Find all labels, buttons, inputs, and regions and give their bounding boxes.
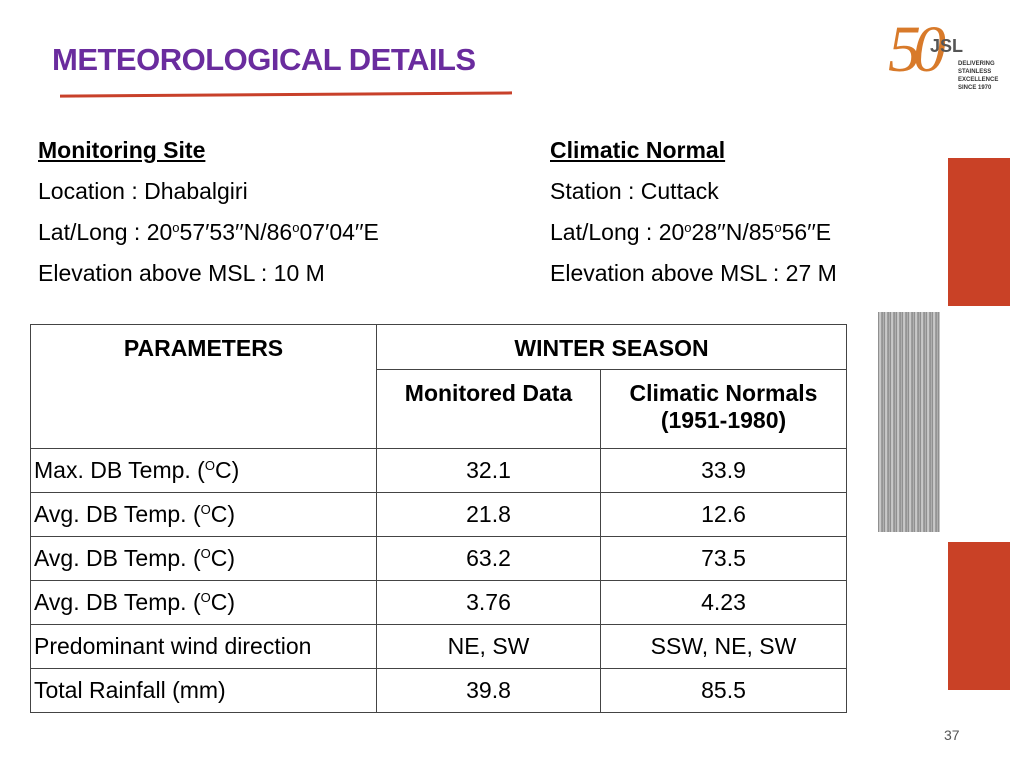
heading: Monitoring Site [38,137,206,163]
text: 28′′N/85 [691,219,775,245]
text: C) [214,457,240,483]
normal-cell: 33.9 [600,448,847,493]
monitored-cell: 21.8 [376,492,601,537]
monitored-cell: 63.2 [376,536,601,581]
normal-cell: 12.6 [600,492,847,537]
header-cell: PARAMETERS [30,324,377,449]
text: C) [210,545,236,571]
text: 57′53′′N/86 [179,219,293,245]
monitored-cell: 39.8 [376,668,601,713]
location: Location : Dhabalgiri [38,178,248,204]
text: C) [210,589,236,615]
table-row: Avg. DB Temp. (OC) 3.76 4.23 [30,580,847,625]
logo-tagline: DELIVERING STAINLESS EXCELLENCE SINCE 19… [958,60,1024,92]
header-cell: Monitored Data [376,369,601,449]
sup: O [200,590,211,605]
title: METEOROLOGICAL DETAILS [52,42,476,77]
text: Avg. DB Temp. ( [34,501,201,527]
sup: o [684,220,692,235]
text: Lat/Long : 20 [38,219,173,245]
normal-cell: 4.23 [600,580,847,625]
sup: o [774,220,782,235]
normal-cell: 85.5 [600,668,847,713]
lat-long: Lat/Long : 20o28′′N/85o56′′E [550,212,837,253]
header-line: (1951-1980) [660,407,787,433]
decor-image [878,312,940,532]
normal-cell: SSW, NE, SW [600,624,847,669]
station: Station : Cuttack [550,178,719,204]
table-row: Avg. DB Temp. (OC) 21.8 12.6 [30,492,847,537]
tagline-line: STAINLESS EXCELLENCE [958,69,999,83]
normal-cell: 73.5 [600,536,847,581]
monitoring-site: Monitoring Site Location : Dhabalgiri La… [38,130,379,294]
logo-number: 50 [888,13,946,86]
header-cell: WINTER SEASON [376,324,847,370]
lat-long: Lat/Long : 20o57′53′′N/86o07′04′′E [38,212,379,253]
monitored-cell: 3.76 [376,580,601,625]
climatic-normal: Climatic Normal Station : Cuttack Lat/Lo… [550,130,837,294]
monitored-cell: NE, SW [376,624,601,669]
parameter-cell: Total Rainfall (mm) [30,668,377,713]
text: Max. DB Temp. ( [34,457,205,483]
logo-brand: JSL [930,36,964,56]
monitored-cell: 32.1 [376,448,601,493]
text: Avg. DB Temp. ( [34,589,201,615]
sup: o [292,220,300,235]
parameter-cell: Avg. DB Temp. (OC) [30,536,377,581]
sup: O [200,546,211,561]
parameter-cell: Avg. DB Temp. (OC) [30,492,377,537]
table-row: Max. DB Temp. (OC) 32.1 33.9 [30,448,847,493]
sup: o [172,220,180,235]
parameter-cell: Avg. DB Temp. (OC) [30,580,377,625]
text: C) [210,501,236,527]
heading: Climatic Normal [550,137,726,163]
decor-bar [948,542,1010,690]
text: Avg. DB Temp. ( [34,545,201,571]
text: Predominant wind direction [34,633,312,659]
table-row: Avg. DB Temp. (OC) 63.2 73.5 [30,536,847,581]
table-row: Predominant wind direction NE, SW SSW, NE,… [30,624,847,669]
parameter-cell: Max. DB Temp. (OC) [30,448,377,493]
elevation: Elevation above MSL : 10 M [38,260,325,286]
parameter-cell: Predominant wind direction [30,624,377,669]
sup: O [204,458,215,473]
page-number: 37 [944,727,960,743]
text: Total Rainfall (mm) [34,677,226,703]
header-line: Climatic Normals [629,380,818,406]
text: 07′04′′E [299,219,379,245]
table-row: Total Rainfall (mm) 39.8 85.5 [30,668,847,713]
tagline-line: DELIVERING [958,61,995,67]
tagline-line: SINCE 1970 [958,85,992,91]
elevation: Elevation above MSL : 27 M [550,260,837,286]
text: Lat/Long : 20 [550,219,685,245]
title-underline [59,91,513,98]
header-cell: Climatic Normals (1951-1980) [600,369,847,449]
text: 56′′E [781,219,832,245]
sup: O [200,502,211,517]
data-table: PARAMETERS WINTER SEASON Monitored Data … [30,324,847,713]
decor-bar [948,158,1010,306]
